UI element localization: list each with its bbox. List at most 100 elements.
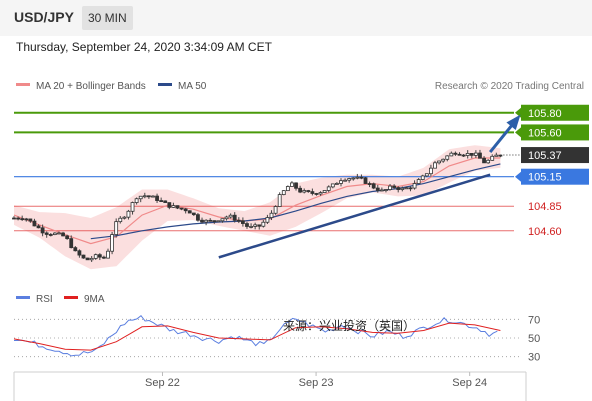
- candle-body: [445, 155, 450, 160]
- candle-body: [273, 206, 278, 214]
- candle-body: [93, 254, 98, 259]
- level-label-104.60: 104.60: [528, 226, 562, 238]
- candle-body: [12, 217, 16, 220]
- candle-body: [424, 173, 429, 177]
- candle-body: [191, 212, 196, 216]
- symbol-label: USD/JPY: [14, 9, 74, 25]
- candle-body: [269, 212, 274, 218]
- candle-body: [302, 190, 307, 193]
- candle-body: [453, 152, 458, 155]
- candle-body: [114, 221, 119, 235]
- timeframe-button[interactable]: 30 MIN: [82, 6, 133, 30]
- research-credit: Research © 2020 Trading Central: [435, 81, 584, 92]
- rsi-level-label-50: 50: [528, 333, 540, 345]
- candle-body: [183, 208, 188, 212]
- candle-body: [48, 234, 53, 236]
- candle-body: [355, 176, 360, 179]
- candle-body: [429, 167, 433, 175]
- candle-body: [118, 217, 123, 223]
- candle-body: [298, 187, 303, 193]
- legend-swatch-9ma: [64, 296, 78, 299]
- forecast-arrow-head: [506, 114, 521, 131]
- level-tag-105.80: [521, 104, 589, 121]
- candle-body: [261, 221, 266, 227]
- candle-body: [224, 216, 229, 220]
- candle-body: [486, 159, 491, 164]
- candle-body: [285, 186, 290, 192]
- candle-body: [294, 182, 298, 189]
- legend-swatch-ma20: [16, 83, 30, 86]
- candle-body: [40, 227, 45, 234]
- candle-body: [290, 182, 294, 187]
- candle-body: [343, 179, 347, 182]
- candle-body: [200, 219, 204, 223]
- candle-body: [400, 187, 405, 190]
- candle-body: [171, 205, 176, 208]
- candle-body: [57, 232, 61, 235]
- candle-body: [441, 158, 446, 162]
- main-legend: MA 20 + Bollinger Bands MA 50 Research ©…: [16, 81, 584, 92]
- rsi-legend: RSI 9MA: [16, 294, 105, 305]
- candle-body: [73, 247, 78, 252]
- candle-body: [322, 190, 327, 193]
- candle-body: [240, 220, 245, 224]
- rsi-ma-line: [13, 322, 501, 351]
- candle-body: [408, 187, 413, 190]
- candle-body: [134, 198, 139, 203]
- candle-body: [482, 157, 486, 164]
- candle-body: [20, 218, 25, 221]
- candle-body: [396, 187, 401, 190]
- legend-swatch-ma50: [158, 83, 172, 86]
- level-tag-pointer-105.15: [515, 171, 521, 182]
- candle-body: [245, 223, 249, 227]
- rsi-level-label-70: 70: [528, 314, 540, 326]
- source-watermark: 来源：兴业投资（英国）: [283, 318, 415, 333]
- candle-body: [310, 191, 315, 194]
- candle-body: [404, 187, 409, 190]
- candle-body: [179, 207, 184, 210]
- candle-body: [122, 216, 127, 219]
- candle-body: [392, 185, 397, 188]
- candle-body: [65, 235, 70, 240]
- candle-body: [449, 152, 454, 157]
- candle-body: [212, 220, 217, 223]
- candle-body: [155, 195, 159, 201]
- level-tag-105.60: [521, 124, 589, 141]
- legend-label-ma20: MA 20 + Bollinger Bands: [36, 81, 146, 92]
- candle-body: [339, 180, 343, 184]
- candle-body: [363, 177, 368, 184]
- support-resistance-levels: 105.80 105.60 105.15 104.85 104.60 105.37: [14, 104, 589, 238]
- candle-body: [351, 177, 356, 180]
- candle-body: [498, 154, 503, 157]
- current-price-label: 105.37: [528, 150, 562, 162]
- candle-body: [204, 219, 209, 223]
- candle-body: [371, 183, 376, 189]
- candle-body: [89, 257, 94, 261]
- candle-body: [457, 153, 462, 156]
- candle-body: [102, 256, 106, 259]
- level-label-105.60: 105.60: [528, 127, 562, 139]
- candle-body: [420, 175, 425, 180]
- candle-body: [494, 154, 499, 157]
- bollinger-bands: [14, 145, 501, 270]
- candle-body: [236, 219, 241, 222]
- candle-body: [69, 238, 74, 249]
- chart-header-bar: USD/JPY 30 MIN: [0, 0, 592, 36]
- x-tick-label: Sep 24: [452, 377, 487, 389]
- candle-body: [110, 234, 114, 252]
- rsi-level-label-30: 30: [528, 352, 540, 364]
- level-tag-pointer-105.60: [515, 127, 521, 138]
- candlesticks: [12, 149, 503, 263]
- legend-swatch-rsi: [16, 296, 30, 299]
- candle-body: [85, 257, 90, 261]
- candle-body: [187, 210, 192, 214]
- level-tag-105.15: [521, 168, 589, 185]
- candle-body: [416, 179, 421, 184]
- timestamp: Thursday, September 24, 2020 3:34:09 AM …: [16, 40, 272, 54]
- legend-label-9ma: 9MA: [84, 294, 105, 305]
- level-label-104.85: 104.85: [528, 201, 562, 213]
- candle-body: [36, 225, 41, 229]
- candle-body: [24, 218, 29, 221]
- candle-body: [208, 219, 213, 222]
